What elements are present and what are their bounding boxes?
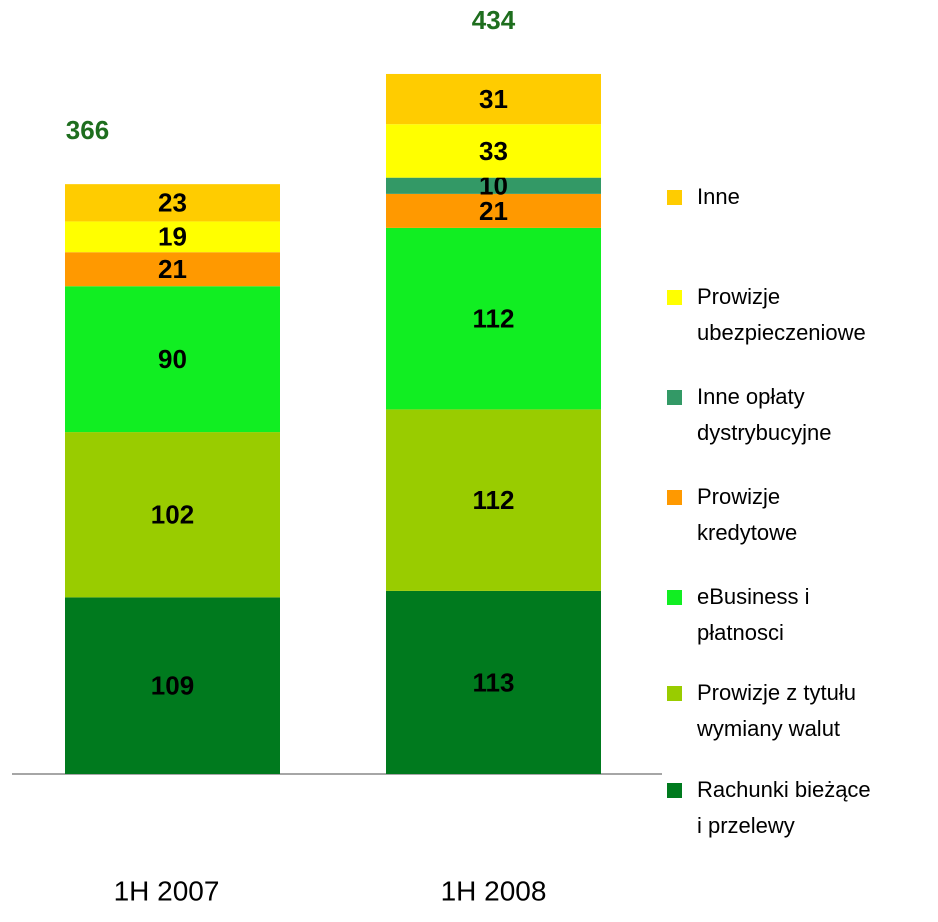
segment-label: 112 <box>473 304 515 334</box>
total-label: 366 <box>66 115 109 145</box>
segment-label: 90 <box>158 344 187 374</box>
legend-swatch <box>667 390 682 405</box>
segment-label: 19 <box>158 222 187 252</box>
legend-label: Inne <box>697 184 740 209</box>
segment-label: 112 <box>473 485 515 515</box>
bar-segment <box>65 432 280 598</box>
legend-swatch <box>667 783 682 798</box>
legend-swatch <box>667 190 682 205</box>
legend-swatch <box>667 590 682 605</box>
bar-segment <box>386 409 601 591</box>
segment-label: 23 <box>158 188 187 218</box>
bar-segment <box>65 184 280 222</box>
bar-segment <box>386 124 601 178</box>
x-tick-label: 1H 2007 <box>114 875 220 906</box>
bar-segment <box>65 221 280 253</box>
legend-label: Inne opłaty dystrybucyjne <box>697 384 832 445</box>
total-label: 434 <box>472 5 516 35</box>
legend-swatch <box>667 290 682 305</box>
legend-swatch <box>667 686 682 701</box>
x-tick-label: 1H 2008 <box>441 875 547 906</box>
bar-segment <box>386 73 601 125</box>
segment-label: 102 <box>151 500 194 530</box>
bar-segment <box>386 590 601 774</box>
bar-segment <box>65 597 280 774</box>
legend-label: Rachunki bieżące i przelewy <box>697 777 871 838</box>
legend-label: Prowizje ubezpieczeniowe <box>697 284 866 345</box>
legend-label: Prowizje z tytułu wymiany walut <box>697 680 856 741</box>
segment-label: 21 <box>158 254 187 284</box>
segment-label: 21 <box>479 196 508 226</box>
legend-swatch <box>667 490 682 505</box>
segment-label: 31 <box>479 84 508 114</box>
bar-segment <box>386 177 601 194</box>
legend-label: Prowizje kredytowe <box>697 484 798 545</box>
bar-segment <box>386 227 601 410</box>
segment-label: 33 <box>479 136 508 166</box>
segment-label: 109 <box>151 671 194 701</box>
legend-label: eBusiness i płatnosci <box>697 584 810 645</box>
bar-segment <box>65 286 280 433</box>
bar-segment <box>386 193 601 228</box>
bar-segment <box>65 252 280 287</box>
segment-label: 113 <box>473 667 515 697</box>
